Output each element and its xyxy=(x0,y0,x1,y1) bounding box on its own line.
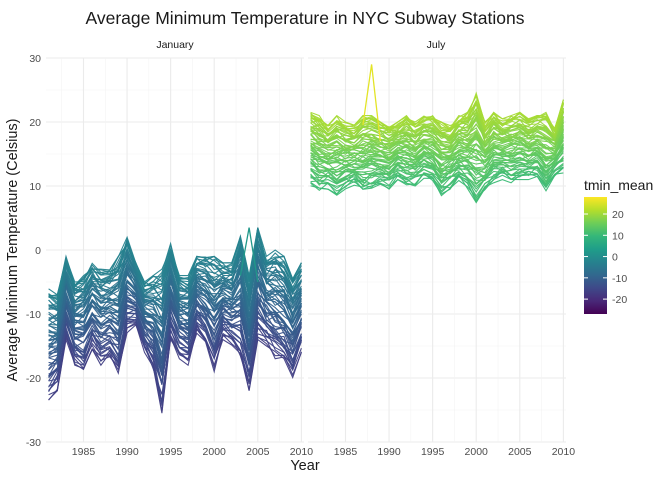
legend-ticks: 20 10 0 -10 -20 xyxy=(584,209,627,306)
panel-label-january: January xyxy=(156,39,194,51)
series-line xyxy=(310,164,564,190)
x-tick-label: 1985 xyxy=(334,446,358,458)
y-tick-label: 0 xyxy=(35,245,41,257)
series-line xyxy=(310,131,564,159)
color-legend: tmin_mean 20 10 0 -10 -20 xyxy=(584,177,653,314)
x-tick-label: 2005 xyxy=(246,446,270,458)
panel-label-july: July xyxy=(427,39,446,51)
y-tick-label: -20 xyxy=(26,373,41,385)
x-tick-label: 2000 xyxy=(203,446,227,458)
x-tick-label: 1995 xyxy=(421,446,445,458)
panel-grid-july xyxy=(308,57,566,443)
y-tick-label: 20 xyxy=(29,117,41,129)
chart-title: Average Minimum Temperature in NYC Subwa… xyxy=(86,8,525,28)
series-line xyxy=(48,237,302,297)
y-axis-ticks: -30 -20 -10 0 10 20 30 xyxy=(26,53,41,449)
x-tick-label: 1985 xyxy=(72,446,96,458)
y-tick-label: -30 xyxy=(26,437,41,449)
series-line xyxy=(310,99,564,135)
series-line xyxy=(310,91,564,130)
series-line xyxy=(310,118,564,144)
x-tick-label: 1990 xyxy=(115,446,139,458)
legend-tick-label: 0 xyxy=(612,252,618,264)
legend-tick-label: 20 xyxy=(612,209,624,221)
series-line-outlier xyxy=(239,227,259,283)
series-line xyxy=(48,318,302,406)
series-line xyxy=(48,227,302,302)
x-tick-label: 2000 xyxy=(465,446,489,458)
x-tick-label: 2005 xyxy=(508,446,532,458)
y-tick-label: 30 xyxy=(29,53,41,65)
x-axis-ticks: 1985 1990 1995 2000 2005 2010 1985 1990 1995 2000… xyxy=(72,446,575,458)
series-line xyxy=(310,163,564,200)
legend-title: tmin_mean xyxy=(584,177,653,193)
legend-tick-label: 10 xyxy=(612,230,624,242)
series-line xyxy=(48,241,302,312)
x-tick-label: 1990 xyxy=(377,446,401,458)
series-line xyxy=(310,127,564,151)
series-line xyxy=(310,172,564,204)
x-tick-label: 2010 xyxy=(552,446,576,458)
legend-tick-label: -20 xyxy=(612,294,627,306)
series-group-january xyxy=(48,227,302,414)
series-line-outlier xyxy=(362,64,381,142)
legend-colorbar xyxy=(584,197,607,314)
series-line xyxy=(310,136,564,166)
panel-grid-january xyxy=(46,57,304,443)
x-tick-label: 1995 xyxy=(159,446,183,458)
x-tick-label: 2010 xyxy=(290,446,314,458)
series-line xyxy=(310,147,564,177)
legend-tick-label: -10 xyxy=(612,273,627,285)
x-axis-title: Year xyxy=(290,458,319,474)
series-line xyxy=(48,305,302,372)
series-line xyxy=(48,264,302,329)
y-tick-label: -10 xyxy=(26,309,41,321)
series-line xyxy=(310,157,564,182)
y-tick-label: 10 xyxy=(29,181,41,193)
y-axis-title: Average Minimum Temperature (Celsius) xyxy=(5,119,21,382)
series-group-july xyxy=(310,64,564,204)
series-line xyxy=(310,120,564,144)
